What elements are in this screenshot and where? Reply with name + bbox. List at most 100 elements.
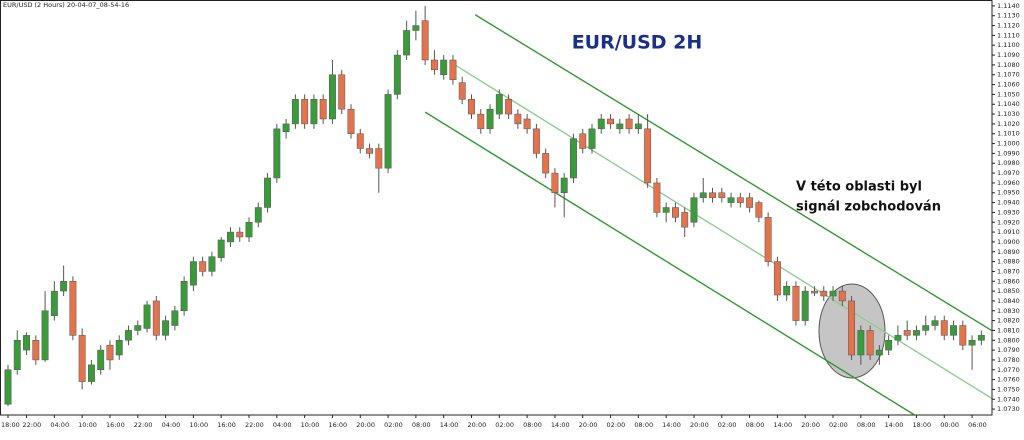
candle-body <box>746 197 754 208</box>
x-tick-label: 04:00 <box>273 421 292 429</box>
channel-line <box>449 61 992 399</box>
candle-body <box>885 340 893 351</box>
candle-body <box>347 108 355 134</box>
y-tick-label: 1.0750 <box>997 385 1020 393</box>
candle-body <box>755 202 763 218</box>
candle-body <box>60 281 68 292</box>
y-tick-label: 1.0810 <box>997 326 1020 334</box>
y-tick-label: 1.1090 <box>997 51 1020 59</box>
y-tick-label: 1.1120 <box>997 22 1020 30</box>
y-tick-label: 1.1140 <box>997 2 1020 10</box>
candle-body <box>245 222 253 238</box>
x-tick-label: 06:00 <box>968 421 987 429</box>
x-tick-label: 08:00 <box>634 421 653 429</box>
y-tick-label: 1.1020 <box>997 120 1020 128</box>
candle-body <box>273 128 281 179</box>
channel-line <box>474 14 992 332</box>
x-tick-label: 02:00 <box>607 421 626 429</box>
candle-body <box>384 94 392 169</box>
candle-body <box>227 231 234 243</box>
candle-body <box>264 177 272 208</box>
candle-body <box>189 261 197 286</box>
candle-body <box>625 118 633 130</box>
x-tick-label: 20:00 <box>356 421 375 429</box>
candle-body <box>41 310 49 361</box>
y-tick-label: 1.0910 <box>997 228 1020 236</box>
candle-body <box>616 123 624 130</box>
candle-body <box>162 320 170 336</box>
candle-body <box>468 99 475 115</box>
candle-body <box>338 74 346 110</box>
candle-body <box>977 335 985 341</box>
candle-body <box>736 197 744 203</box>
y-tick-label: 1.0820 <box>997 317 1020 325</box>
x-tick-label: 02:00 <box>495 421 514 429</box>
x-tick-label: 00:00 <box>940 421 959 429</box>
y-tick-label: 1.0990 <box>997 149 1020 157</box>
y-tick-label: 1.0980 <box>997 159 1020 167</box>
candle-body <box>143 304 151 329</box>
candle-body <box>848 300 856 356</box>
candle-body <box>597 118 605 130</box>
x-tick-label: 04:00 <box>50 421 69 429</box>
y-tick-label: 1.1010 <box>997 130 1020 138</box>
candle-body <box>254 207 262 223</box>
y-tick-label: 1.0760 <box>997 376 1020 384</box>
candle-body <box>829 290 837 297</box>
x-tick-label: 16:00 <box>217 421 236 429</box>
x-tick-label: 08:00 <box>412 421 431 429</box>
y-tick-label: 1.1100 <box>997 41 1020 49</box>
candle-body <box>792 285 800 321</box>
candle-body <box>495 94 503 115</box>
y-tick-label: 1.1130 <box>997 12 1020 20</box>
plot-layer <box>4 5 992 415</box>
x-tick-label: 14:00 <box>773 421 792 429</box>
candle-body <box>125 330 132 341</box>
chart-header: EUR/USD (2 Hours) 20-04-07_08-54-16 <box>3 1 129 9</box>
candle-body <box>968 340 976 346</box>
y-tick-label: 1.0840 <box>997 297 1020 305</box>
candle-body <box>97 349 105 371</box>
candle-body <box>542 153 550 174</box>
candle-body <box>709 192 716 198</box>
candle-body <box>644 128 652 184</box>
candle-body <box>78 335 86 382</box>
y-tick-label: 1.0960 <box>997 179 1020 187</box>
y-tick-label: 1.0930 <box>997 208 1020 216</box>
candle-body <box>319 99 327 120</box>
y-tick-label: 1.0920 <box>997 218 1020 226</box>
candle-body <box>440 59 448 75</box>
candle-body <box>579 133 587 149</box>
y-tick-label: 1.0800 <box>997 336 1020 344</box>
candle-body <box>23 335 30 351</box>
y-tick-label: 1.0890 <box>997 248 1020 256</box>
candle-body <box>282 123 290 133</box>
candle-body <box>681 212 689 228</box>
candle-body <box>412 25 420 31</box>
candle-body <box>50 290 58 316</box>
x-tick-label: 10:00 <box>189 421 208 429</box>
chart-title: EUR/USD 2H <box>572 32 703 54</box>
candle-body <box>366 148 373 154</box>
candle-body <box>301 99 309 125</box>
candle-body <box>87 364 95 382</box>
x-tick-label: 16:00 <box>106 421 125 429</box>
candle-body <box>950 325 957 336</box>
candle-body <box>4 369 12 405</box>
candle-body <box>773 261 781 296</box>
candle-body <box>857 330 865 356</box>
candle-body <box>838 290 846 302</box>
candle-body <box>32 340 40 361</box>
annotation: V této oblasti byl <box>796 180 922 195</box>
candle-body <box>811 290 818 294</box>
x-tick-label: 22:00 <box>23 421 42 429</box>
candle-body <box>310 99 318 125</box>
candle-body <box>375 148 383 169</box>
candle-body <box>403 30 411 56</box>
candle-body <box>588 128 596 149</box>
candle-body <box>199 261 207 272</box>
x-tick-label: 02:00 <box>384 421 403 429</box>
candle-body <box>449 59 457 80</box>
candle-body <box>208 256 216 272</box>
candle-body <box>913 330 920 336</box>
